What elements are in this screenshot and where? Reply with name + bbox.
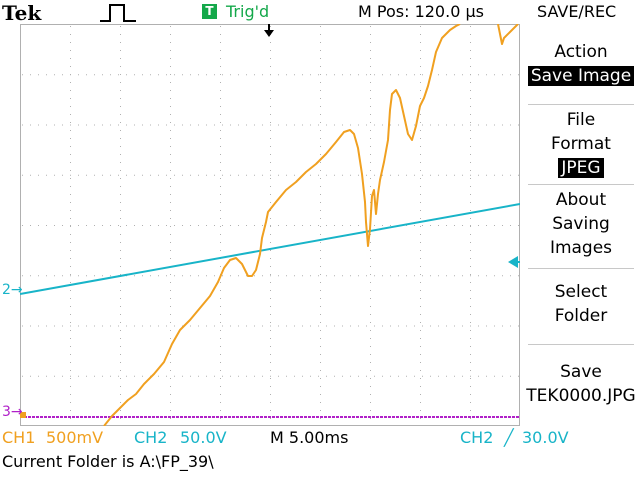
ch2-name: CH2	[134, 428, 168, 447]
trigger-level-icon	[508, 256, 518, 268]
menu-action-label: Action	[554, 42, 608, 62]
trigger-position-stem	[268, 24, 270, 31]
brand-logo: Tek	[2, 1, 42, 25]
menu-about-saving[interactable]: About Saving Images	[522, 188, 640, 260]
ch1-waveform	[103, 24, 519, 426]
waveform-display	[20, 24, 520, 426]
trigger-level-stem	[514, 261, 520, 263]
ch1-name: CH1	[2, 428, 36, 447]
trigger-badge: T	[202, 4, 217, 19]
graticule-grid	[22, 26, 519, 419]
ch1-ground-marker	[20, 412, 26, 418]
ch2-ground-marker: 2→	[2, 282, 23, 298]
menu-save[interactable]: Save TEK0000.JPG	[522, 360, 640, 408]
menu-divider	[528, 104, 634, 105]
timebase: M 5.00ms	[270, 428, 349, 447]
trigger-position-icon	[264, 30, 274, 37]
menu-file-format-line1: File	[566, 110, 596, 130]
horizontal-position: M Pos: 120.0 µs	[358, 2, 484, 21]
ch1-scale: 500mV	[46, 428, 104, 447]
current-folder: Current Folder is A:\FP_39\	[2, 452, 214, 471]
ch2-waveform	[20, 203, 520, 295]
ch2-marker-label: 2	[2, 282, 11, 298]
trigger-source: CH2	[460, 428, 494, 447]
menu-select-line2: Folder	[554, 306, 608, 326]
menu-file-format-value: JPEG	[558, 158, 604, 178]
trigger-slope-icon: ╱	[504, 428, 514, 447]
ch3-marker-arrow: →	[10, 404, 23, 420]
menu-action[interactable]: Action Save Image	[522, 40, 640, 88]
menu-about-line2: Saving	[552, 214, 610, 234]
trigger-status: Trig'd	[226, 2, 270, 21]
menu-select-folder[interactable]: Select Folder	[522, 280, 640, 328]
ch2-marker-arrow: →	[10, 282, 23, 298]
menu-title: SAVE/REC	[537, 2, 617, 21]
menu-save-filename: TEK0000.JPG	[526, 386, 636, 406]
menu-about-line1: About	[555, 190, 607, 210]
menu-divider	[528, 268, 634, 269]
menu-file-format[interactable]: File Format JPEG	[522, 108, 640, 180]
menu-about-line3: Images	[549, 238, 613, 258]
ch2-scale: 50.0V	[180, 428, 227, 447]
menu-action-value: Save Image	[527, 66, 635, 86]
trigger-level: 30.0V	[522, 428, 569, 447]
side-menu: Action Save Image File Format JPEG About…	[522, 24, 640, 426]
ch3-ground-marker: 3→	[2, 404, 23, 420]
pulse-icon	[100, 4, 136, 22]
menu-save-line1: Save	[560, 362, 602, 382]
top-status-bar: Tek T Trig'd M Pos: 120.0 µs SAVE/REC	[0, 0, 640, 25]
menu-divider	[528, 344, 634, 345]
menu-divider	[528, 184, 634, 185]
ch3-marker-label: 3	[2, 404, 11, 420]
menu-select-line1: Select	[554, 282, 608, 302]
menu-file-format-line2: Format	[551, 134, 611, 154]
